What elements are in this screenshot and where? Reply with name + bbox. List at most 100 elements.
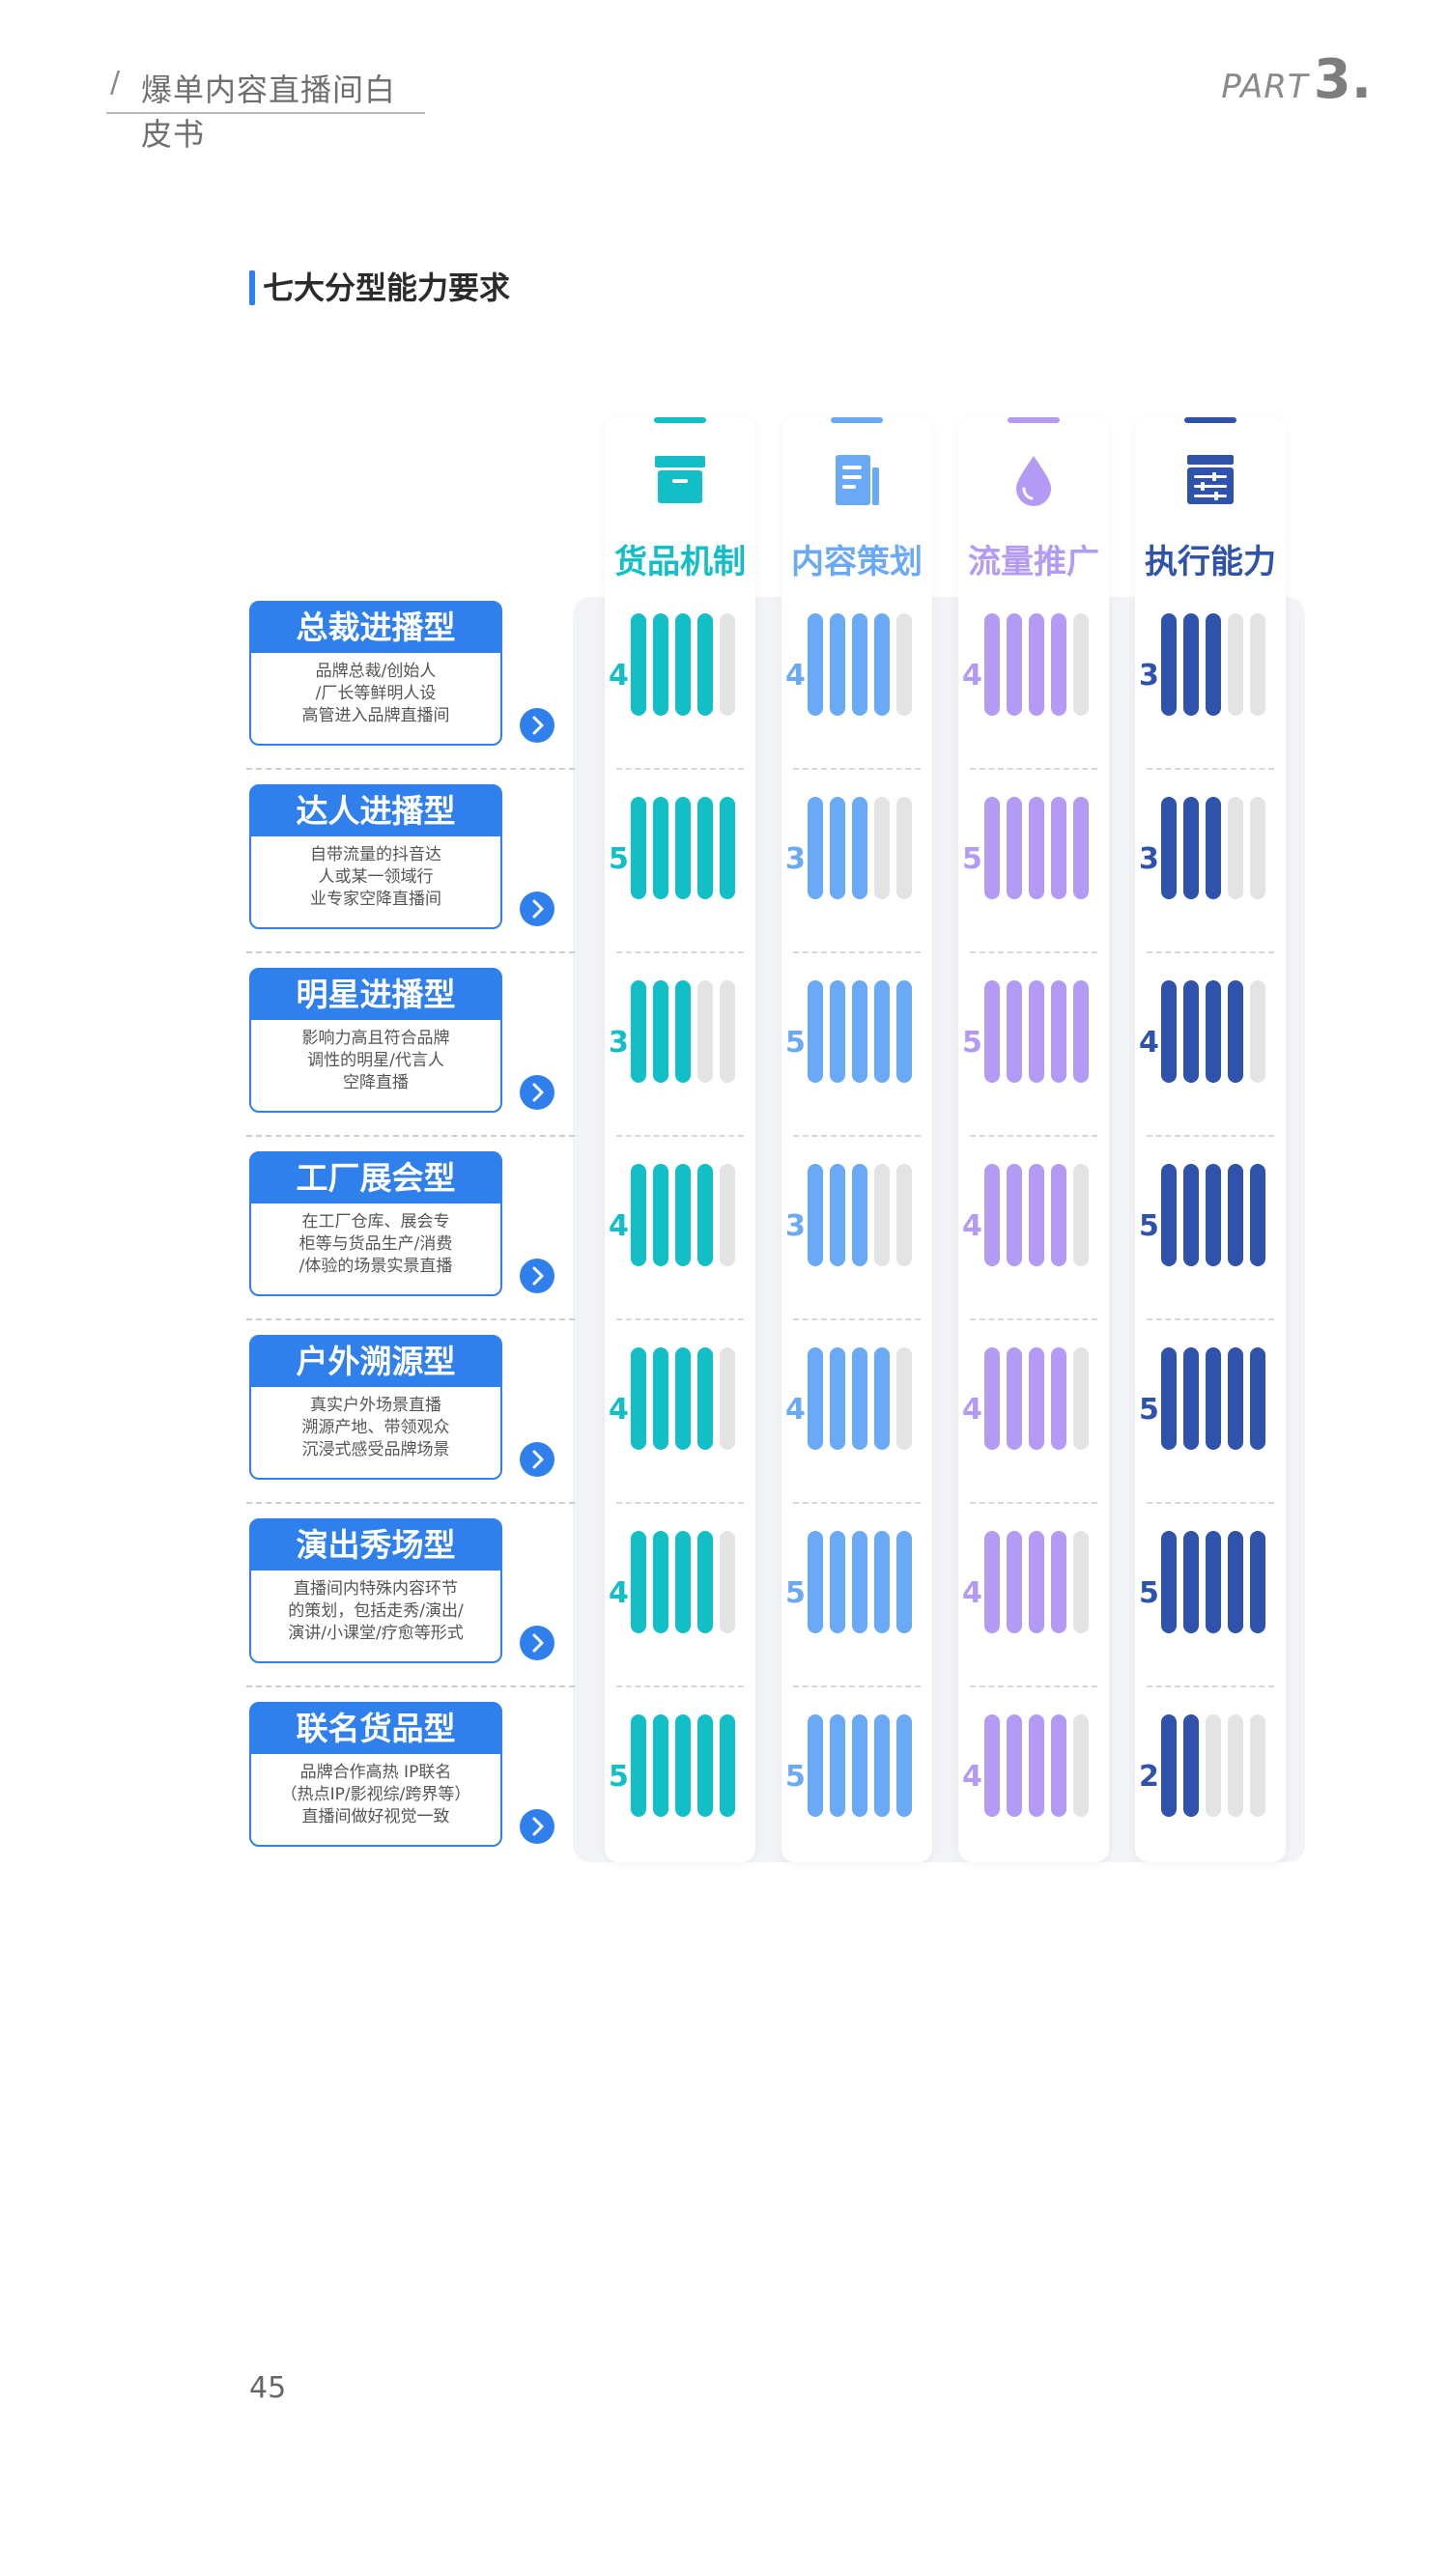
score-value: 5 xyxy=(1139,1393,1159,1427)
row-separator xyxy=(793,768,921,770)
column-tab-marker xyxy=(654,417,706,423)
type-description: 品牌总裁/创始人/厂长等鲜明人设 高管进入品牌直播间 xyxy=(261,661,491,727)
type-label: 联名货品型 xyxy=(251,1704,500,1754)
row-separator xyxy=(616,1318,744,1320)
row-separator xyxy=(1147,1685,1274,1687)
description-line: /厂长等鲜明人设 xyxy=(315,684,437,703)
description-line: 自带流量的抖音达 xyxy=(310,845,441,864)
bar-filled xyxy=(1007,1347,1022,1450)
score-value: 4 xyxy=(962,1209,982,1243)
score-value: 4 xyxy=(962,1760,982,1794)
bar-filled xyxy=(1051,980,1066,1083)
bar-filled xyxy=(1183,1714,1199,1817)
description-line: /体验的场景实景直播 xyxy=(298,1257,453,1276)
type-label: 达人进播型 xyxy=(251,786,500,836)
chevron-right-icon[interactable] xyxy=(520,1626,554,1660)
score-value: 5 xyxy=(1139,1576,1159,1610)
row-separator xyxy=(246,951,575,953)
chevron-right-icon[interactable] xyxy=(520,1259,554,1293)
bar-filled xyxy=(852,613,867,716)
score-cell: 5 xyxy=(781,1685,932,1869)
chevron-right-icon[interactable] xyxy=(520,708,554,743)
type-card: 总裁进播型 品牌总裁/创始人/厂长等鲜明人设 高管进入品牌直播间 xyxy=(249,601,502,746)
type-label: 工厂展会型 xyxy=(251,1153,500,1203)
row-separator xyxy=(246,1135,575,1137)
bar-filled xyxy=(984,613,1000,716)
bar-empty xyxy=(896,1347,912,1450)
bar-filled xyxy=(697,1347,713,1450)
row-separator xyxy=(793,1135,921,1137)
score-cell: 3 xyxy=(605,951,755,1135)
bar-filled xyxy=(1161,797,1177,899)
bar-filled xyxy=(1183,613,1199,716)
bar-filled xyxy=(1161,613,1177,716)
score-cell: 4 xyxy=(781,584,932,768)
bar-filled xyxy=(1029,980,1044,1083)
score-cell: 5 xyxy=(958,951,1109,1135)
bar-empty xyxy=(1206,1714,1221,1817)
document-title: 爆单内容直播间白皮书 xyxy=(141,71,397,153)
bar-empty xyxy=(1073,1164,1089,1266)
chevron-right-icon[interactable] xyxy=(520,892,554,926)
score-cell: 2 xyxy=(1135,1685,1286,1869)
bar-filled xyxy=(653,1164,668,1266)
bar-filled xyxy=(874,613,890,716)
bar-filled xyxy=(1007,1531,1022,1633)
column-1: 货品机制 4 5 3 4 4 4 5 xyxy=(605,417,755,1862)
bar-filled xyxy=(830,797,845,899)
score-value: 3 xyxy=(609,1026,629,1060)
bar-filled xyxy=(852,1164,867,1266)
bar-empty xyxy=(874,1164,890,1266)
chevron-right-icon[interactable] xyxy=(520,1809,554,1844)
bar-empty xyxy=(1073,1714,1089,1817)
score-cell: 4 xyxy=(958,1135,1109,1318)
score-cell: 4 xyxy=(958,1318,1109,1502)
bar-filled xyxy=(1073,797,1089,899)
description-line: 在工厂仓库、展会专 xyxy=(301,1212,450,1231)
chevron-right-icon[interactable] xyxy=(520,1442,554,1477)
row-separator xyxy=(616,768,744,770)
score-cell: 3 xyxy=(781,1135,932,1318)
score-value: 3 xyxy=(1139,842,1159,876)
row-separator xyxy=(246,1502,575,1504)
bar-filled xyxy=(808,797,823,899)
row-separator xyxy=(793,1318,921,1320)
bar-filled xyxy=(1228,1164,1243,1266)
description-line: 柜等与货品生产/消费 xyxy=(298,1234,453,1254)
column-2: 内容策划 4 3 5 3 4 5 5 xyxy=(781,417,932,1862)
row-separator xyxy=(1147,1502,1274,1504)
bar-filled xyxy=(653,1714,668,1817)
score-value: 5 xyxy=(609,842,629,876)
column-tab-marker xyxy=(1184,417,1236,423)
bar-filled xyxy=(1051,1531,1066,1633)
bar-empty xyxy=(697,980,713,1083)
row-separator xyxy=(246,768,575,770)
bar-empty xyxy=(720,980,735,1083)
description-line: 空降直播 xyxy=(343,1073,409,1092)
bar-filled xyxy=(631,797,646,899)
settings-list-icon xyxy=(1183,452,1237,508)
bar-filled xyxy=(631,1164,646,1266)
row-separator xyxy=(1147,768,1274,770)
bar-filled xyxy=(1029,1164,1044,1266)
score-value: 5 xyxy=(785,1576,806,1610)
bar-empty xyxy=(896,797,912,899)
row-separator xyxy=(970,1135,1097,1137)
bar-empty xyxy=(1250,1714,1265,1817)
bar-filled xyxy=(1051,1164,1066,1266)
part-indicator: PART 3. xyxy=(1221,48,1372,111)
bar-filled xyxy=(720,797,735,899)
bar-filled xyxy=(1007,1164,1022,1266)
type-description: 在工厂仓库、展会专 柜等与货品生产/消费/体验的场景实景直播 xyxy=(261,1211,491,1278)
bar-filled xyxy=(631,1531,646,1633)
score-cell: 4 xyxy=(958,1685,1109,1869)
score-value: 4 xyxy=(785,1393,806,1427)
row-separator xyxy=(970,1502,1097,1504)
column-title: 流量推广 xyxy=(968,543,1099,581)
chevron-right-icon[interactable] xyxy=(520,1075,554,1110)
score-cell: 5 xyxy=(1135,1135,1286,1318)
bar-filled xyxy=(896,980,912,1083)
description-line: 的策划，包括走秀/演出/ xyxy=(288,1601,464,1621)
score-value: 4 xyxy=(609,1576,629,1610)
bar-filled xyxy=(830,613,845,716)
